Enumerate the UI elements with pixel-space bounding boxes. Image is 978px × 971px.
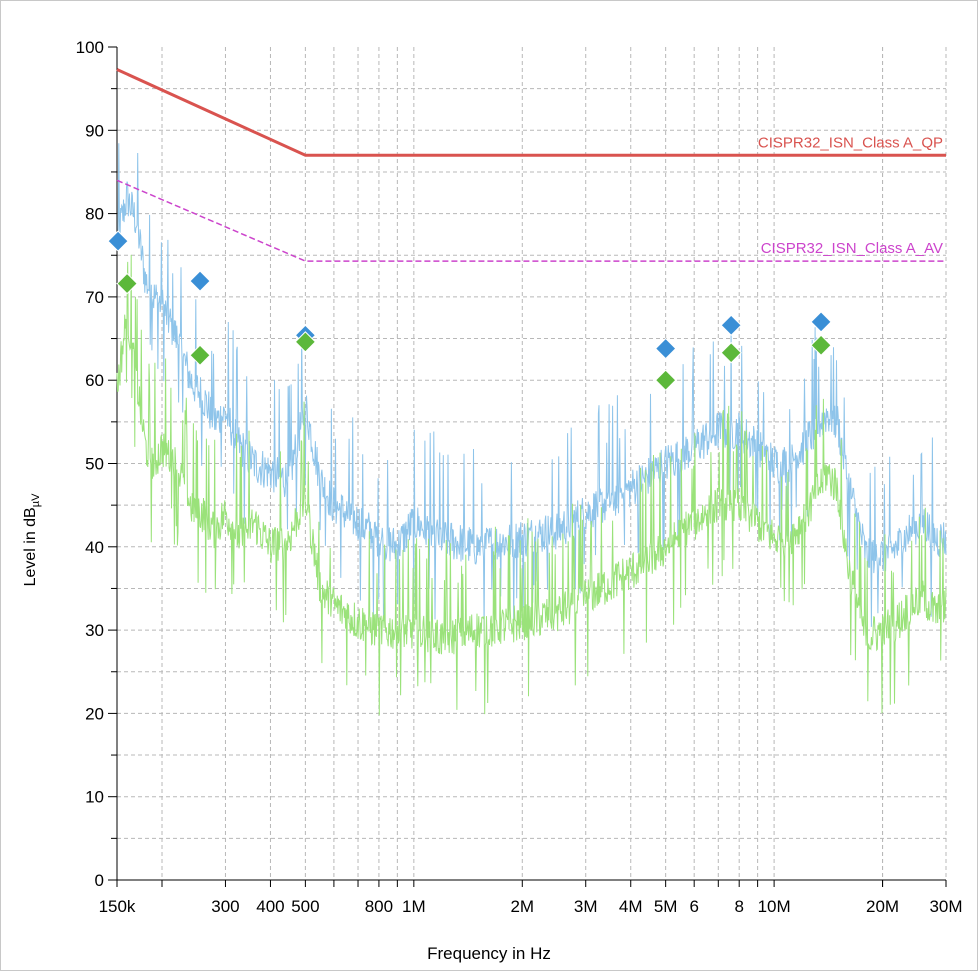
marker-av — [116, 272, 138, 295]
y-tick-label: 10 — [85, 788, 104, 807]
trace-average — [116, 254, 947, 716]
marker-av — [654, 369, 677, 391]
axes — [108, 46, 947, 887]
limit-line-qp — [116, 68, 946, 157]
x-axis-title: Frequency in Hz — [427, 944, 551, 963]
traces — [116, 143, 947, 716]
y-tick-label: 50 — [85, 455, 104, 474]
x-tick-label: 4M — [619, 897, 643, 916]
x-tick-label: 3M — [574, 897, 598, 916]
marker-av — [720, 342, 742, 364]
markers — [107, 230, 832, 391]
x-tick-label: 20M — [866, 897, 899, 916]
y-tick-label: 30 — [85, 621, 104, 640]
x-tick-label: 150k — [99, 897, 136, 916]
limit-line-av — [116, 179, 946, 262]
marker-av — [294, 331, 317, 353]
marker-av — [189, 344, 211, 366]
marker-qp — [654, 337, 677, 360]
grid — [117, 47, 947, 880]
x-tick-label: 500 — [291, 897, 319, 916]
x-tick-label: 800 — [365, 897, 393, 916]
x-tick-label: 300 — [211, 897, 239, 916]
limit-lines: CISPR32_ISN_Class A_QP CISPR32_ISN_Class … — [116, 68, 946, 262]
marker-qp — [189, 270, 211, 292]
limit-line-label: CISPR32_ISN_Class A_QP — [758, 134, 943, 151]
x-tick-label: 5M — [654, 897, 678, 916]
y-tick-label: 20 — [85, 704, 104, 723]
x-tick-label: 400 — [256, 897, 284, 916]
y-axis-title: Level in dBµV — [21, 493, 43, 587]
marker-qp — [720, 314, 742, 336]
tick-labels: 0 10 20 30 40 50 60 70 80 90 100 150k 300 400 500 800 1M… — [76, 38, 963, 916]
y-tick-label: 40 — [85, 538, 104, 557]
marker-av — [810, 334, 832, 356]
x-tick-label: 10M — [758, 897, 791, 916]
marker-qp — [810, 311, 832, 333]
x-tick-label: 2M — [510, 897, 534, 916]
x-tick-label: 1M — [402, 897, 426, 916]
y-tick-label: 60 — [85, 371, 104, 390]
limit-line-label: CISPR32_ISN_Class A_AV — [761, 240, 943, 257]
x-tick-label: 8 — [734, 897, 743, 916]
y-tick-label: 90 — [85, 121, 104, 140]
y-tick-label: 0 — [95, 871, 104, 890]
x-tick-label: 30M — [929, 897, 962, 916]
y-tick-label: 80 — [85, 205, 104, 224]
y-tick-label: 100 — [76, 38, 104, 57]
y-tick-label: 70 — [85, 288, 104, 307]
x-tick-label: 6 — [689, 897, 698, 916]
marker-qp — [107, 230, 129, 252]
